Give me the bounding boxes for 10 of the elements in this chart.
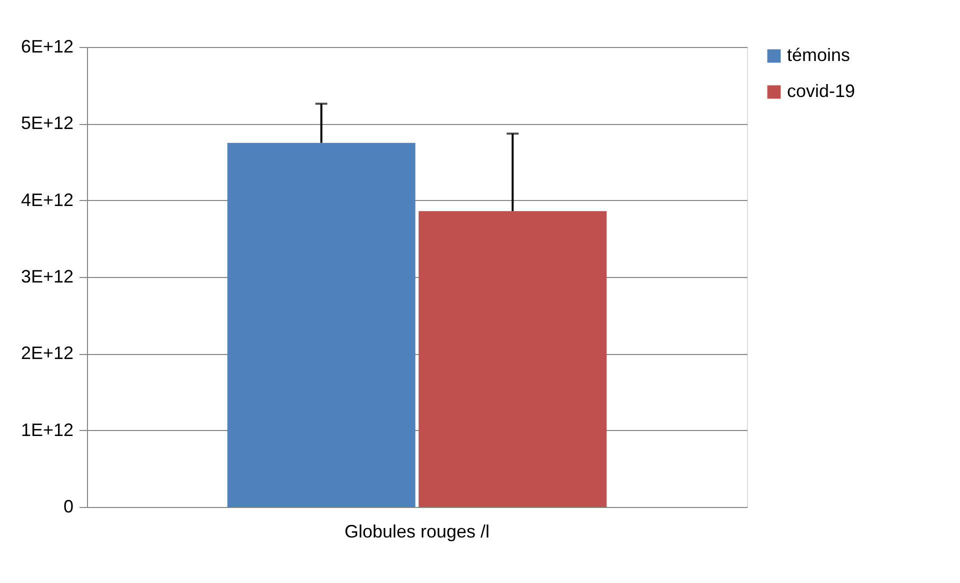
y-tick-label: 6E+12 [20,36,74,56]
legend-label: témoins [787,45,850,65]
y-tick-label: 5E+12 [20,113,74,134]
x-tick-label: Globules rouges /l [344,522,490,542]
y-tick-label: 4E+12 [20,190,74,210]
y-tick-label: 3E+12 [20,266,74,286]
y-tick-label: 0 [63,496,74,516]
y-tick-label: 1E+12 [20,420,74,440]
y-tick-label: 2E+12 [20,343,74,364]
legend-label: covid-19 [787,81,856,101]
